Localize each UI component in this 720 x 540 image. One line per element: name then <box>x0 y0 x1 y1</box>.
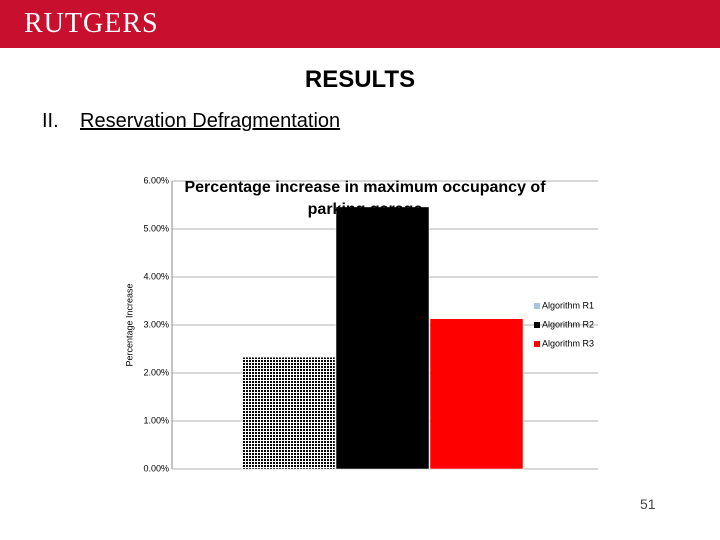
legend-marker <box>534 341 540 347</box>
legend-label: Algorithm R2 <box>542 319 594 329</box>
legend-label: Algorithm R3 <box>542 338 594 348</box>
chart-title: Percentage increase in maximum occupancy… <box>184 179 546 218</box>
bar <box>241 356 336 470</box>
bar <box>335 206 430 470</box>
heading: RESULTS <box>304 66 416 93</box>
y-tick-label: 0.00% <box>143 463 169 473</box>
bar <box>429 318 524 470</box>
legend-marker <box>534 303 540 309</box>
legend-label: Algorithm R1 <box>542 300 594 310</box>
y-tick-label: 6.00% <box>143 175 169 185</box>
page-number: 51 <box>640 496 656 512</box>
y-tick-label: 5.00% <box>143 223 169 233</box>
legend-marker <box>534 322 540 328</box>
y-tick-label: 4.00% <box>143 271 169 281</box>
y-tick-label: 3.00% <box>143 319 169 329</box>
y-axis-label: Percentage Increase <box>124 283 134 366</box>
y-tick-label: 1.00% <box>143 415 169 425</box>
header-bar <box>0 0 720 48</box>
item-text: Reservation Defragmentation <box>80 110 341 132</box>
y-tick-label: 2.00% <box>143 367 169 377</box>
item-number: II. <box>42 110 59 132</box>
logo: RUTGERS <box>24 8 159 39</box>
